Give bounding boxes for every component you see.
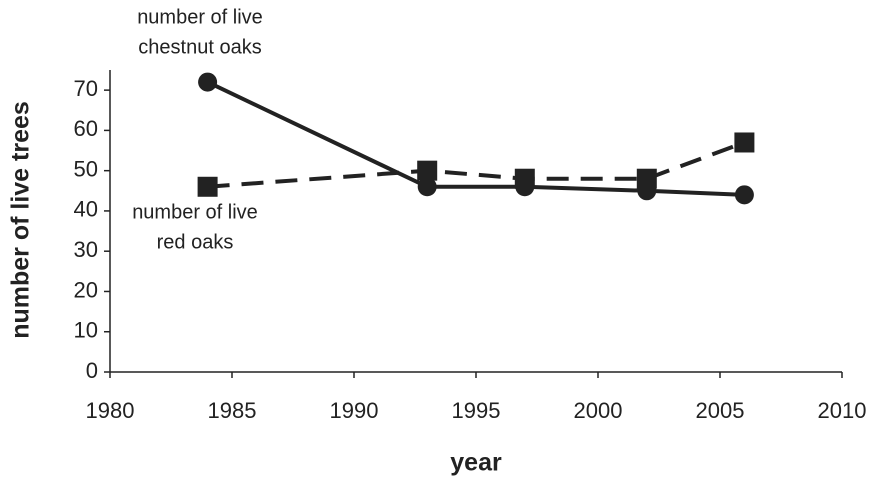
x-tick-label: 2005 — [696, 398, 745, 423]
y-tick-label: 60 — [74, 116, 98, 141]
y-axis-title: number of live trees — [7, 101, 35, 339]
y-tick-label: 70 — [74, 76, 98, 101]
series-annotation: number of live — [132, 201, 258, 223]
series-annotation: number of live — [137, 6, 263, 28]
x-tick-label: 1995 — [452, 398, 501, 423]
x-tick-label: 2010 — [818, 398, 867, 423]
marker — [417, 160, 438, 181]
y-tick-label: 20 — [74, 277, 98, 302]
x-axis-title: year — [450, 449, 502, 477]
series-line — [207, 140, 746, 189]
y-tick-label: 40 — [74, 197, 98, 222]
y-tick-label: 10 — [74, 318, 98, 343]
marker — [734, 132, 755, 153]
series-line — [206, 80, 745, 197]
x-tick-label: 1980 — [86, 398, 135, 423]
x-tick-label: 1990 — [330, 398, 379, 423]
marker — [514, 168, 535, 189]
marker — [198, 72, 218, 92]
y-tick-label: 50 — [74, 156, 98, 181]
y-tick-label: 30 — [74, 237, 98, 262]
marker — [636, 168, 657, 189]
marker — [197, 176, 218, 197]
y-tick-label: 0 — [86, 358, 98, 383]
x-tick-label: 1985 — [208, 398, 257, 423]
marker — [417, 177, 437, 197]
series-annotation: red oaks — [157, 231, 234, 253]
marker — [734, 185, 754, 205]
x-tick-label: 2000 — [574, 398, 623, 423]
series-annotation: chestnut oaks — [138, 36, 261, 58]
